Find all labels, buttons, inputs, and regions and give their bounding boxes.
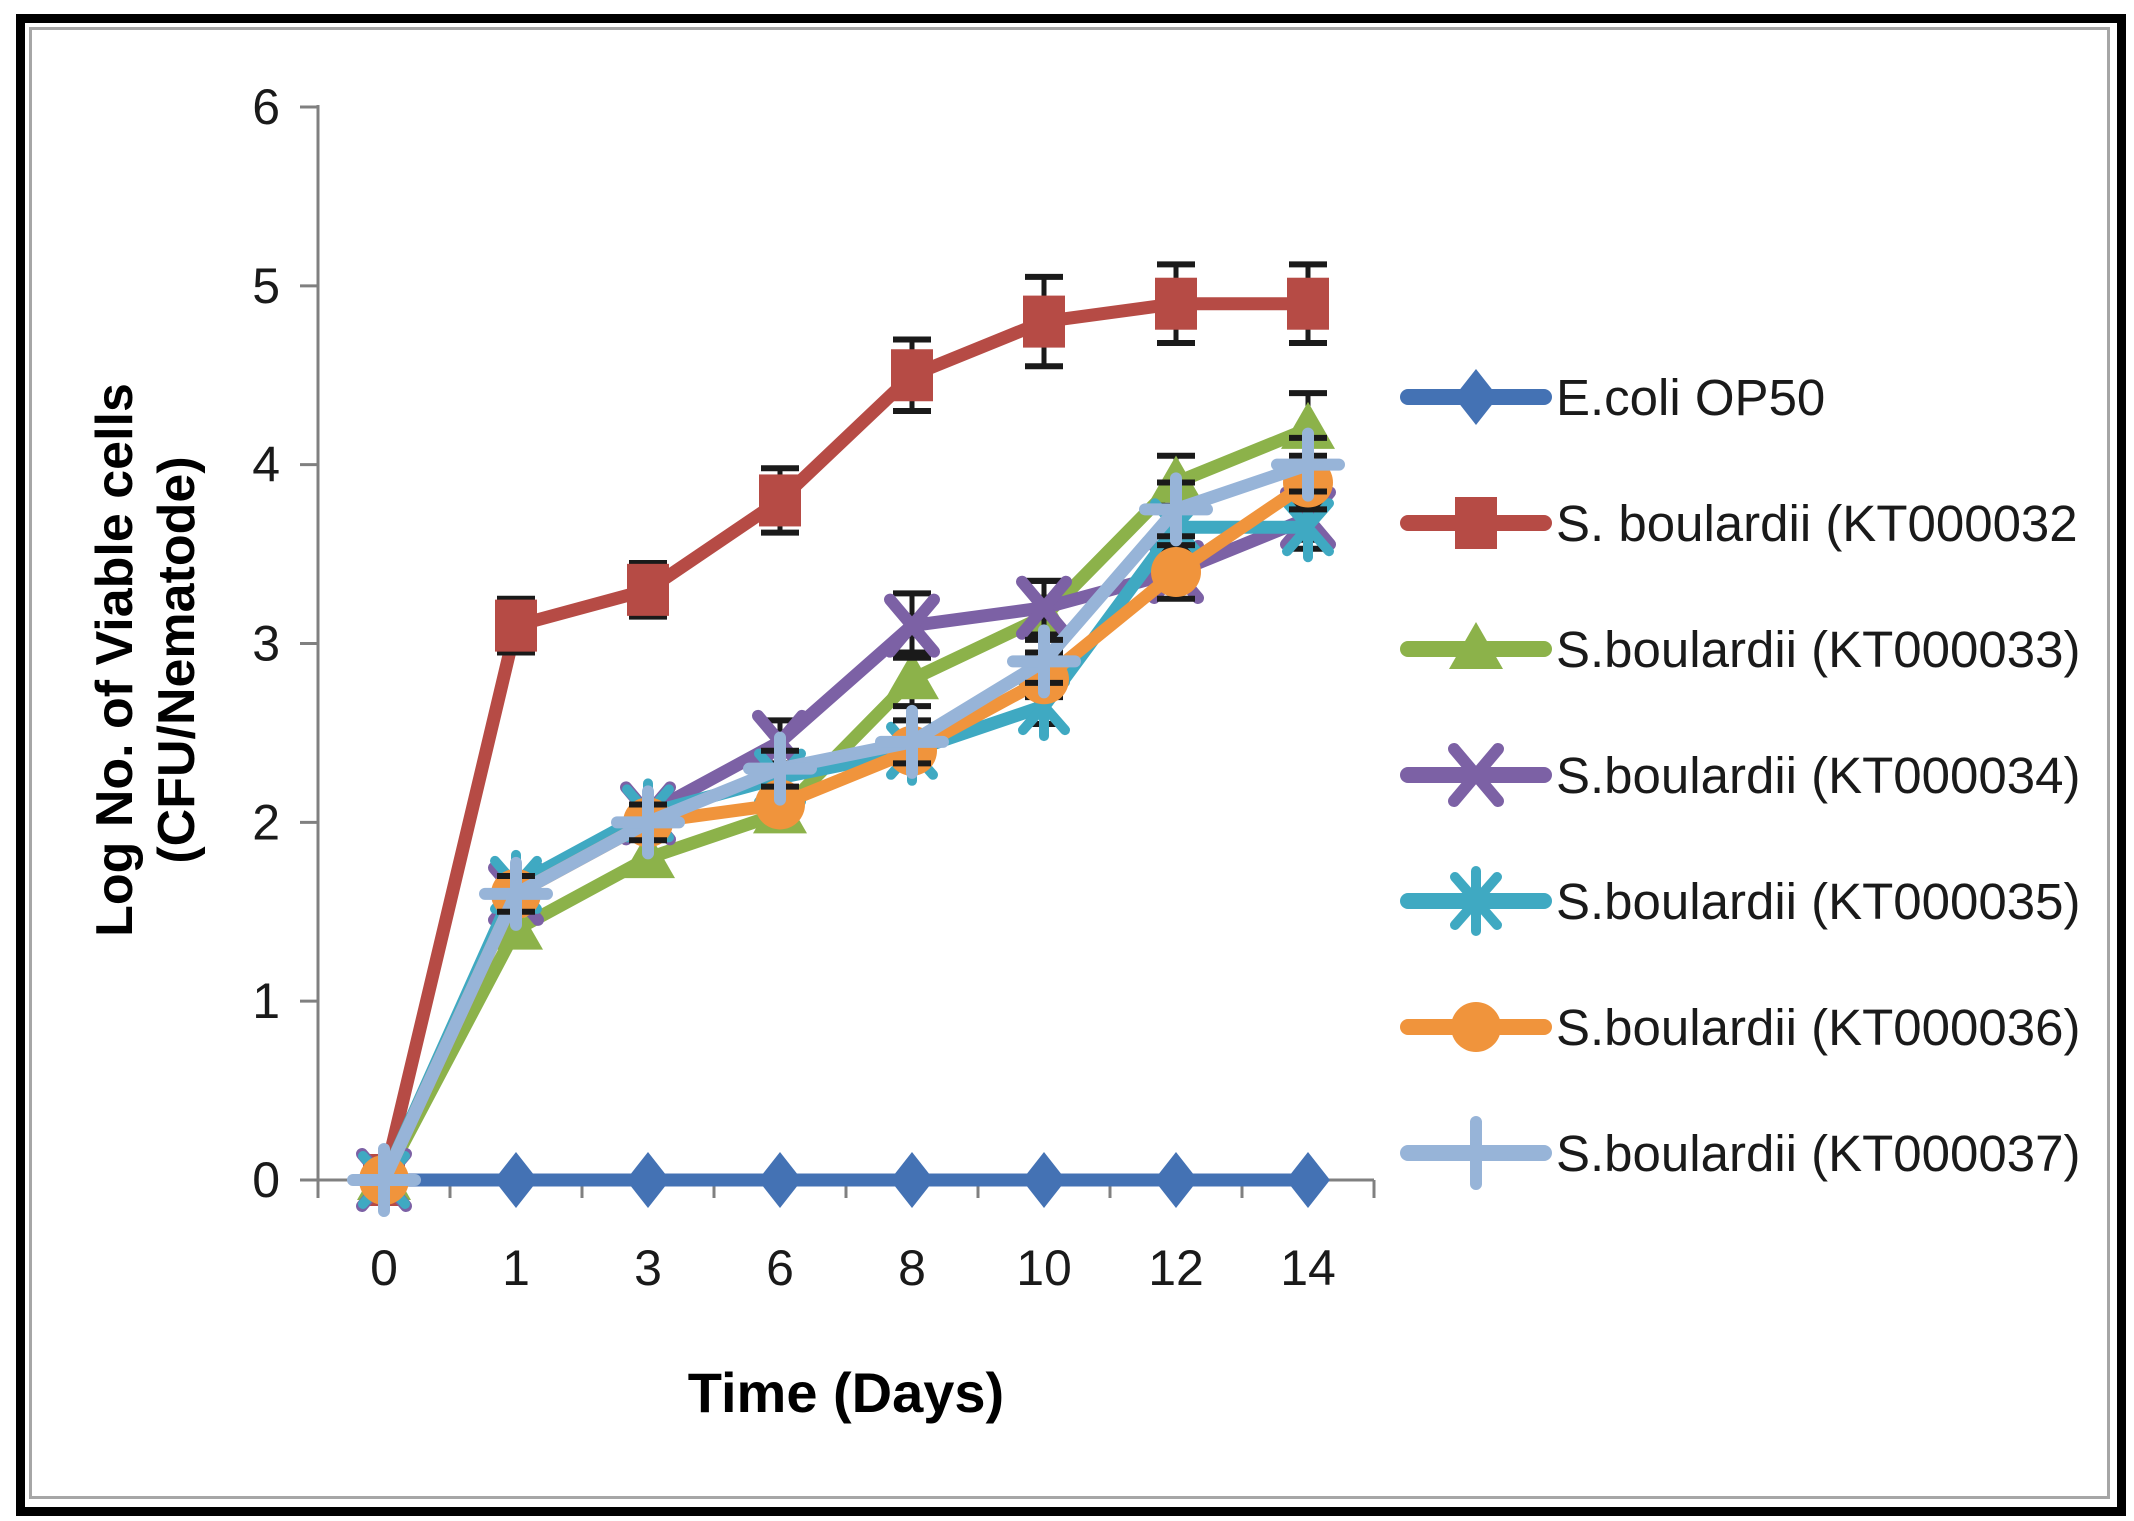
y-tick-label: 4	[252, 437, 280, 493]
circle-marker	[1151, 546, 1201, 597]
series-line-1	[377, 297, 1315, 1187]
diamond-marker	[890, 1152, 934, 1208]
legend-label-1: S. boulardii (KT000032	[1556, 495, 2078, 552]
chart-area-border	[29, 27, 2110, 1499]
plus-marker	[347, 1143, 421, 1217]
x-tick-label: 10	[1016, 1240, 1072, 1296]
x-tick-label: 1	[502, 1240, 530, 1296]
diamond-marker	[1154, 1152, 1198, 1208]
x-tick-label: 0	[370, 1240, 398, 1296]
y-axis-title-line1: Log No. of Viable cells	[86, 383, 144, 937]
plus-marker	[1007, 624, 1081, 699]
y-axis-title: Log No. of Viable cells (CFU/Nematode)	[84, 236, 220, 1084]
y-tick-label: 0	[252, 1152, 280, 1208]
legend-label-0: E.coli OP50	[1556, 369, 1825, 426]
plus-marker	[875, 704, 949, 779]
square-marker	[627, 563, 669, 616]
legend-label-4: S.boulardii (KT000035)	[1556, 873, 2080, 930]
square-marker	[759, 474, 801, 527]
diamond-marker	[626, 1152, 670, 1208]
square-marker	[1155, 277, 1197, 330]
triangle-marker	[885, 652, 939, 700]
diamond-marker	[494, 1152, 538, 1208]
legend-triangle-marker	[1449, 622, 1503, 669]
legend-x-marker	[1448, 743, 1504, 807]
plus-marker	[743, 731, 817, 806]
y-tick-label: 6	[252, 79, 280, 135]
legend-circle-marker	[1451, 1002, 1501, 1052]
plus-marker	[479, 856, 553, 931]
y-axis-title-line2: (CFU/Nematode)	[148, 456, 206, 864]
square-marker	[891, 349, 933, 402]
legend-label-2: S.boulardii (KT000033)	[1556, 621, 2080, 678]
x-tick-label: 3	[634, 1240, 662, 1296]
square-marker	[1287, 277, 1329, 330]
series-line-4	[377, 520, 1315, 1187]
x-tick-label: 12	[1148, 1240, 1204, 1296]
square-marker	[495, 599, 537, 652]
y-tick-label: 5	[252, 258, 280, 314]
square-marker	[1023, 295, 1065, 348]
legend-plus-marker	[1439, 1116, 1513, 1190]
x-axis-title: Time (Days)	[687, 1361, 1005, 1424]
diamond-marker	[758, 1152, 802, 1208]
legend-square-marker	[1455, 497, 1497, 549]
legend-diamond-marker	[1454, 369, 1498, 425]
plus-marker	[1271, 427, 1345, 502]
legend-label-3: S.boulardii (KT000034)	[1556, 747, 2080, 804]
y-tick-label: 2	[252, 794, 280, 850]
x-tick-label: 14	[1280, 1240, 1336, 1296]
y-tick-label: 3	[252, 616, 280, 672]
diamond-marker	[1286, 1152, 1330, 1208]
y-tick-label: 1	[252, 973, 280, 1029]
x-marker	[1016, 575, 1072, 640]
x-tick-label: 6	[766, 1240, 794, 1296]
plus-marker	[611, 785, 685, 860]
figure-frame	[16, 14, 2126, 1516]
legend-label-5: S.boulardii (KT000036)	[1556, 999, 2080, 1056]
diamond-marker	[1022, 1152, 1066, 1208]
plus-marker	[1139, 472, 1213, 547]
series-line-6	[377, 458, 1315, 1187]
x-tick-label: 8	[898, 1240, 926, 1296]
legend-asterisk-marker	[1450, 866, 1502, 936]
legend-label-6: S.boulardii (KT000037)	[1556, 1125, 2080, 1182]
x-marker	[884, 593, 940, 658]
